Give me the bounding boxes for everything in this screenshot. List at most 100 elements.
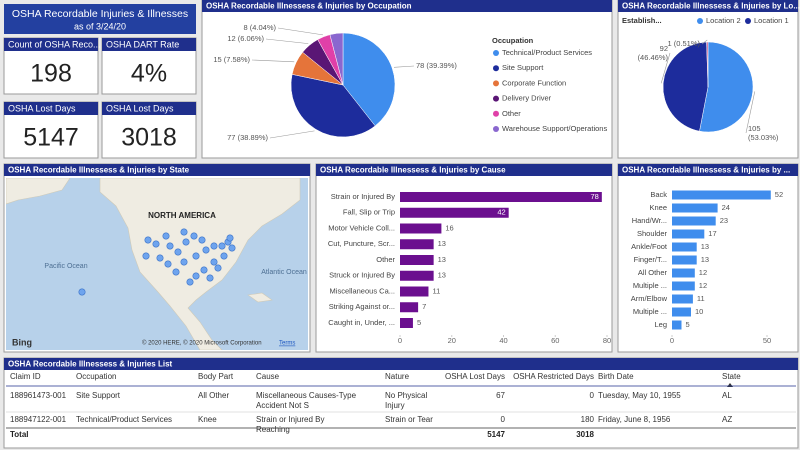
map-point <box>192 252 200 260</box>
map-point <box>214 264 222 272</box>
value-label: 17 <box>708 229 716 238</box>
map-point <box>228 244 236 252</box>
pie-slice <box>329 32 344 86</box>
category-label: Caught in, Under, ... <box>328 318 395 327</box>
bar <box>672 255 697 265</box>
map-point <box>186 278 194 286</box>
land <box>99 178 301 350</box>
map-point <box>226 234 234 242</box>
table-cell: Knee <box>198 415 217 424</box>
legend-label: Technical/Product Services <box>502 48 592 57</box>
category-label: Knee <box>649 203 667 212</box>
column-header: OSHA Lost Days <box>445 372 505 381</box>
pie-value-label: 12 (6.06%) <box>227 34 264 43</box>
legend-swatch <box>493 50 499 56</box>
panel-title: OSHA Recordable Illnessess & Injuries by… <box>320 166 506 175</box>
category-label: Arm/Elbow <box>631 294 668 303</box>
column-header: Cause <box>256 372 280 381</box>
legend-label: Delivery Driver <box>502 94 552 103</box>
map-point <box>142 252 150 260</box>
value-label: 16 <box>445 223 453 232</box>
category-label: Strain or Injured By <box>331 192 395 201</box>
panel-title-bar <box>202 0 612 12</box>
card-title-bar <box>102 102 196 115</box>
card-title-bar <box>102 38 196 51</box>
legend-swatch <box>493 126 499 132</box>
value-label: 5 <box>686 320 690 329</box>
panel-title-bar <box>618 0 798 12</box>
table-cell: Miscellaneous Causes-Type Accident Not S <box>256 391 357 410</box>
bar <box>672 229 705 239</box>
category-label: All Other <box>638 268 668 277</box>
table-cell: Strain or Injured By Reaching <box>256 415 324 434</box>
value-label: 5 <box>417 318 421 327</box>
pie-value-label: 1 (0.51%) <box>667 39 700 48</box>
bar <box>400 239 434 250</box>
table-cell: 180 <box>581 415 595 424</box>
leader-line <box>251 59 295 63</box>
total-cell: 3018 <box>576 430 594 439</box>
value-label: 12 <box>699 268 707 277</box>
category-label: Shoulder <box>637 229 668 238</box>
map-point <box>78 288 86 296</box>
leader-line <box>265 38 309 44</box>
category-label: Finger/T... <box>634 255 667 264</box>
card-label: OSHA Lost Days <box>8 103 76 113</box>
total-label: Total <box>10 430 29 439</box>
legend-label: Other <box>502 109 521 118</box>
card-value: 5147 <box>23 124 79 152</box>
leader-line <box>269 130 315 139</box>
bar <box>672 281 695 291</box>
legend-swatch <box>697 18 703 24</box>
map-point <box>200 266 208 274</box>
bar <box>400 192 602 202</box>
value-label: 13 <box>438 255 446 264</box>
card-value: 198 <box>30 60 72 88</box>
value-label: 13 <box>701 255 709 264</box>
header <box>4 4 196 34</box>
bar <box>672 307 691 317</box>
category-label: Fall, Slip or Trip <box>343 208 395 217</box>
legend-swatch <box>493 80 499 87</box>
x-tick-label: 40 <box>499 336 507 345</box>
bar <box>672 190 771 200</box>
category-label: Back <box>650 190 667 199</box>
value-label: 7 <box>422 302 426 311</box>
table-cell: Friday, June 8, 1956 <box>598 415 671 424</box>
pie-value-label: 8 (4.04%) <box>243 23 276 32</box>
panel-title: OSHA Recordable Illnessess & Injuries by… <box>622 2 800 11</box>
column-header: Nature <box>385 372 410 381</box>
x-tick-label: 50 <box>763 336 771 345</box>
bar <box>672 268 695 278</box>
table-cell: Technical/Product Services <box>76 415 172 424</box>
map-ocean-label: Pacific Ocean <box>44 263 87 270</box>
card-title-bar <box>4 102 98 115</box>
bar <box>672 242 697 252</box>
pie-slice <box>290 74 376 138</box>
legend-title: Establish... <box>622 16 662 25</box>
column-header: OSHA Restricted Days <box>513 372 594 381</box>
panel-title-bar <box>4 164 310 176</box>
map-point <box>220 252 228 260</box>
x-tick-label: 80 <box>603 336 611 345</box>
map-point <box>190 232 198 240</box>
pie-slice <box>342 32 396 127</box>
card-label: Count of OSHA Reco... <box>8 39 101 49</box>
panel-title-bar <box>618 164 798 176</box>
category-label: Multiple ... <box>633 281 667 290</box>
table-cell: 188961473-001 <box>10 391 67 400</box>
bar <box>400 207 509 218</box>
table-cell: AL <box>722 391 732 400</box>
land <box>6 178 71 205</box>
header-title: OSHA Recordable Injuries & Illnesses <box>12 8 188 20</box>
table-cell: 67 <box>496 391 505 400</box>
table-cell: Tuesday, May 10, 1955 <box>598 391 681 400</box>
leader-line <box>277 27 323 36</box>
card-label: OSHA DART Rate <box>106 39 179 49</box>
column-header: Claim ID <box>10 372 41 381</box>
map-point <box>198 236 206 244</box>
table-cell: All Other <box>198 391 229 400</box>
legend-label: Location 1 <box>754 16 789 25</box>
legend-title: Occupation <box>492 36 534 45</box>
